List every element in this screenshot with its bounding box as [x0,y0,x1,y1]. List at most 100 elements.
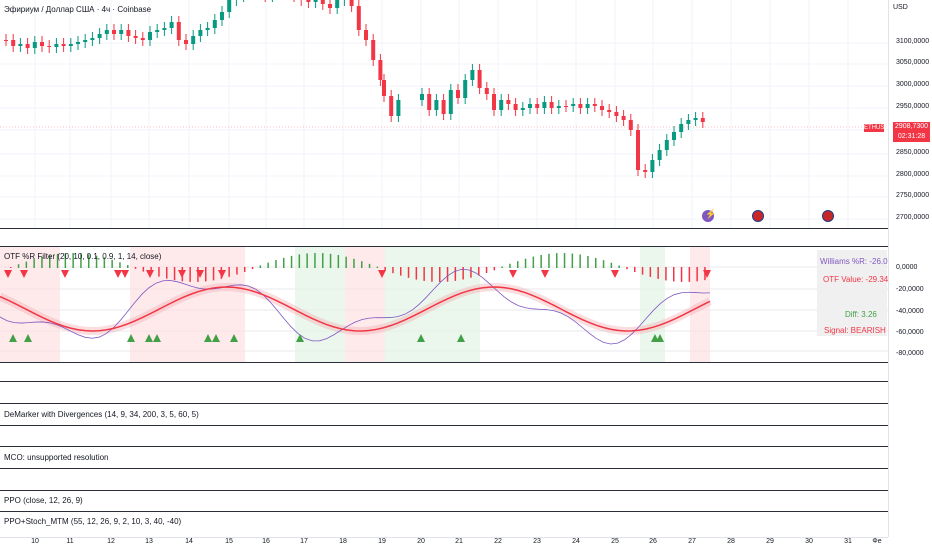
hist-bar [579,254,581,268]
candle [176,22,181,40]
candle [564,106,568,107]
ppo-stoch-label[interactable]: PPO+Stoch_MTM (55, 12, 26, 9, 2, 10, 3, … [4,517,182,526]
candle [191,36,196,44]
candle [76,42,80,44]
price-axis[interactable] [888,0,932,537]
hist-bar [540,254,542,268]
time-tick: 31 [844,538,852,545]
ppo-label[interactable]: PPO (close, 12, 26, 9) [4,496,83,505]
price-tick: 2950,0000 [896,103,930,110]
pane-separator [0,403,932,404]
otf-pane[interactable] [0,247,888,363]
hist-bar [329,253,332,268]
time-tick: 28 [727,538,735,545]
signal-zone [130,247,245,363]
price-chart[interactable] [0,0,888,228]
mco-label[interactable]: MCO: unsupported resolution [4,453,109,462]
candle [104,30,109,34]
hist-bar [400,267,402,276]
time-tick: 10 [31,538,39,545]
hist-bar [17,264,20,268]
signal-zone [385,247,480,363]
time-tick: 22 [494,538,502,545]
hist-bar [267,262,269,268]
hist-bar [618,265,620,268]
hist-bar [134,267,137,269]
hist-bar [33,259,35,268]
hist-bar [244,267,246,272]
hist-bar [602,260,605,268]
candle [420,94,424,100]
otf-label[interactable]: OTF %R Filter (20, 10, 0.1, 0.9, 1, 14, … [4,252,162,261]
hist-bar [189,267,191,282]
buy-signal [656,334,664,342]
time-tick: 14 [185,538,193,545]
us-flag-icon[interactable] [752,210,764,222]
candle [4,40,8,41]
buy-signal [127,334,135,342]
candle [126,30,131,36]
candle [585,104,590,108]
currency-label[interactable]: USD [893,4,908,11]
time-tick: 26 [649,538,657,545]
candle [448,90,453,114]
symbol-badge: ETHUSD [864,124,889,132]
time-tick: 15 [225,538,233,545]
sell-signal [611,270,619,278]
time-tick: 18 [339,538,347,545]
candle [162,28,167,30]
chart-title: Эфириум / Доллар США · 4ч · Coinbase [4,5,152,14]
hist-bar [478,267,480,276]
hist-bar [524,258,527,268]
price-tick: 3100,0000 [896,38,930,45]
hist-bar [251,267,254,270]
hist-bar [696,267,698,282]
candle [68,44,73,46]
candle [578,104,583,108]
hist-bar [49,255,51,268]
candle [169,22,174,28]
price-tick: 2750,0000 [896,192,930,199]
otf-tick: 0,0000 [896,264,918,271]
otf-info-box: Williams %R: -26.08 OTF Value: -29.34 Di… [817,250,892,336]
hist-bar [314,253,316,268]
candle [320,0,325,4]
candle [434,100,439,110]
lightning-icon[interactable]: ⚡ [702,209,716,222]
hist-bar [392,267,394,274]
price-tick: 2850,0000 [896,149,930,156]
candle [636,130,640,170]
time-tick: 11 [66,538,74,545]
hist-bar [626,267,628,270]
hist-bar [25,261,28,268]
pane-separator [0,446,932,447]
candle [313,0,318,2]
hist-bar [462,267,464,280]
candle [32,42,37,48]
candle [382,80,386,96]
hist-bar [680,267,683,282]
hist-bar [665,267,667,281]
hist-bar [259,265,262,268]
us-flag-icon[interactable] [822,210,834,222]
pane-separator [0,246,932,247]
candle [506,100,511,104]
hist-bar [532,256,535,268]
hist-bar [111,259,113,268]
buy-signal [204,334,212,342]
hist-bar [485,267,488,274]
buy-signal [417,334,425,342]
candle [40,42,44,46]
otf-line [0,286,711,332]
time-axis[interactable]: 10 11 12 13 14 15 16 17 18 19 20 21 22 23 24 25 26 27 28 29… [0,537,888,551]
time-tick: 16 [262,538,270,545]
candle [427,94,432,110]
hist-bar [446,267,449,282]
candle [47,46,52,47]
candle [371,40,376,60]
hist-bar [556,253,558,268]
hist-bar [688,267,691,282]
pane-separator [0,425,932,426]
demarker-label[interactable]: DeMarker with Divergences (14, 9, 34, 20… [4,410,199,419]
candle [61,44,66,46]
